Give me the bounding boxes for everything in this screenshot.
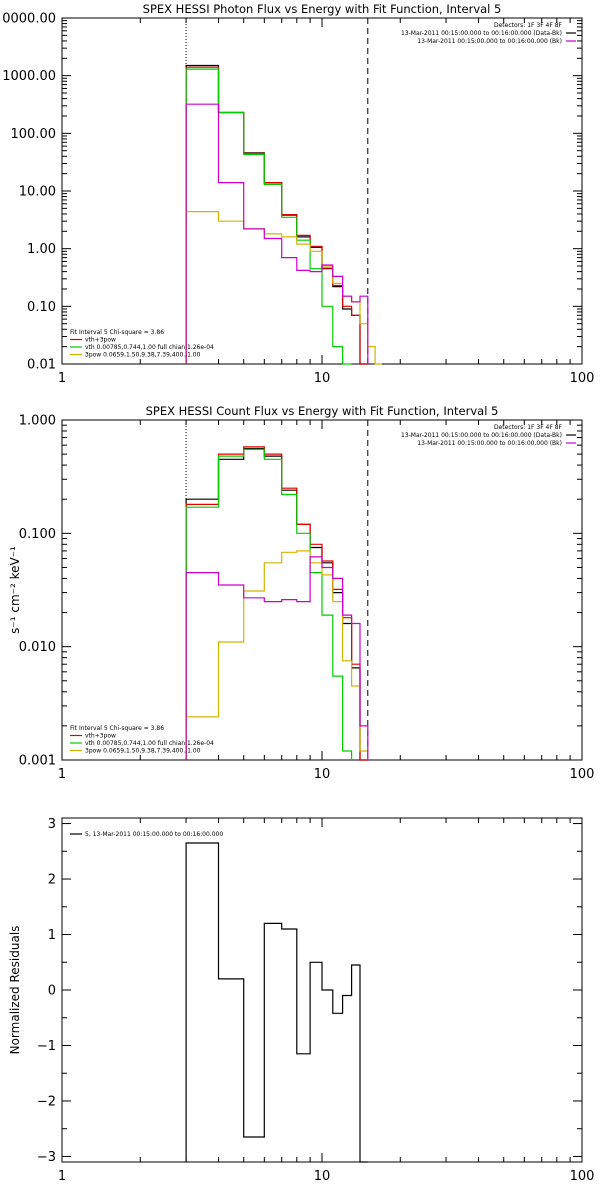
legend-left-entry: vth+3pow bbox=[85, 337, 116, 344]
series-2-step-line bbox=[185, 448, 353, 760]
x-tick-label: 100 bbox=[570, 371, 595, 386]
legend-left-entry: Fit Interval 5 Chi-square = 3.86 bbox=[70, 329, 164, 336]
x-tick-label: 100 bbox=[570, 767, 595, 782]
y-tick-label: 0.001 bbox=[19, 754, 56, 769]
series-0-step-line bbox=[185, 64, 368, 365]
y-tick-label: 100.00 bbox=[11, 127, 57, 142]
series-0-step-line bbox=[185, 447, 368, 761]
chart-title: SPEX HESSI Count Flux vs Energy with Fit… bbox=[146, 404, 499, 418]
y-tick-label: 2 bbox=[48, 873, 56, 888]
legend-left-entry: 3pow 0.0659,1.50,9.38,7.39,400.,1.00 bbox=[85, 748, 201, 755]
x-tick-label: 10 bbox=[314, 1169, 331, 1184]
legend-left-entry: vth 0.00785,0.744,1.00 full chian 1.26e-… bbox=[85, 344, 214, 351]
series-4-step-line bbox=[185, 103, 369, 364]
y-tick-label: 0.100 bbox=[19, 527, 56, 542]
y-tick-label: 1000.00 bbox=[2, 69, 56, 84]
series-2-step-line bbox=[185, 68, 352, 365]
legend-right-entry: Detectors: 1F 3F 4F 8F bbox=[494, 22, 563, 29]
y-tick-label: 0.10 bbox=[27, 300, 56, 315]
legend-left-entry: vth 0.00785,0.744,1.00 full chian 1.26e-… bbox=[85, 740, 214, 747]
y-tick-label: −3 bbox=[37, 1150, 56, 1165]
series-3-step-line bbox=[185, 550, 369, 760]
y-tick-label: −2 bbox=[37, 1094, 56, 1109]
legend-right-entry: 13-Mar-2011 00:15:00.000 to 00:16:00.000… bbox=[417, 38, 562, 45]
series-0-step-line bbox=[185, 842, 368, 1163]
y-tick-label: 1.00 bbox=[27, 242, 56, 257]
series-1-step-line bbox=[185, 66, 368, 365]
y-axis-label: Normalized Residuals bbox=[8, 926, 22, 1055]
legend-left-entry: 5, 13-Mar-2011 00:15:00.000 to 00:16:00.… bbox=[85, 831, 223, 838]
y-tick-label: 0.010 bbox=[19, 640, 56, 655]
plot-frame bbox=[61, 17, 583, 365]
legend-right-entry: 13-Mar-2011 00:15:00.000 to 00:16:00.000… bbox=[417, 440, 562, 447]
legend-right-entry: 13-Mar-2011 00:15:00.000 to 00:16:00.000… bbox=[401, 30, 562, 37]
y-tick-label: 3 bbox=[48, 817, 56, 832]
series-4-step-line bbox=[185, 556, 369, 760]
x-tick-label: 10 bbox=[314, 371, 331, 386]
chart-title: SPEX HESSI Photon Flux vs Energy with Fi… bbox=[143, 2, 502, 16]
legend-left-entry: vth+3pow bbox=[85, 733, 116, 740]
y-axis-label: s⁻¹ cm⁻² keV⁻¹ bbox=[8, 546, 22, 634]
series-1-step-line bbox=[185, 446, 368, 761]
y-tick-label: −1 bbox=[37, 1039, 56, 1054]
x-tick-label: 100 bbox=[570, 1169, 595, 1184]
x-tick-label: 1 bbox=[58, 767, 66, 782]
y-tick-label: 1 bbox=[48, 928, 56, 943]
y-tick-label: 0 bbox=[48, 984, 56, 999]
y-tick-label: 10.00 bbox=[19, 185, 56, 200]
y-tick-label: 0000.00 bbox=[2, 12, 56, 27]
y-tick-label: 1.000 bbox=[19, 414, 56, 429]
legend-left-entry: Fit Interval 5 Chi-square = 3.86 bbox=[70, 725, 164, 732]
series-3-step-line bbox=[185, 211, 382, 365]
y-tick-label: 0.01 bbox=[27, 358, 56, 373]
x-tick-label: 10 bbox=[314, 767, 331, 782]
legend-left-entry: 3pow 0.0659,1.50,9.38,7.39,400.,1.00 bbox=[85, 352, 201, 359]
legend-right-entry: Detectors: 1F 3F 4F 8F bbox=[494, 424, 563, 431]
x-tick-label: 1 bbox=[58, 1169, 66, 1184]
legend-right-entry: 13-Mar-2011 00:15:00.000 to 00:16:00.000… bbox=[401, 432, 562, 439]
x-tick-label: 1 bbox=[58, 371, 66, 386]
